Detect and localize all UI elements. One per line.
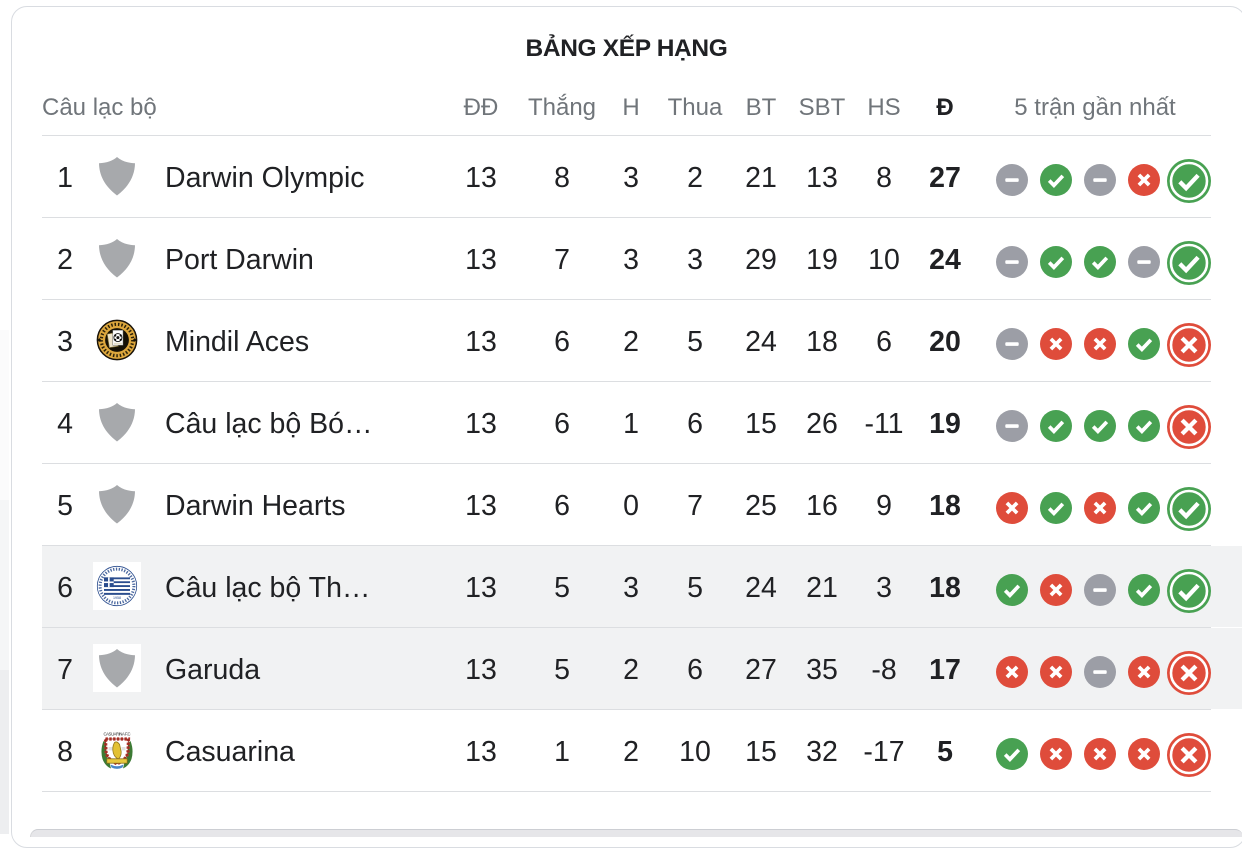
svg-text:1958: 1958: [113, 596, 121, 600]
svg-text:CASUARINA F.C: CASUARINA F.C: [104, 731, 131, 736]
